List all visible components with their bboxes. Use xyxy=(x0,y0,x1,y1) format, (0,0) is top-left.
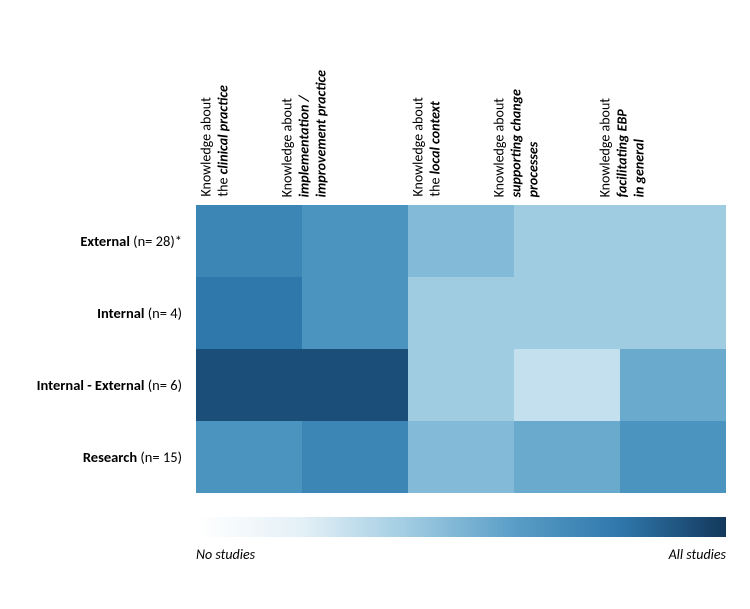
col-header-line: the clinical practice xyxy=(215,85,232,197)
legend-right-label: All studies xyxy=(669,546,726,563)
heatmap-cell xyxy=(408,349,514,421)
legend-gradient xyxy=(196,517,726,537)
col-header-line: processes xyxy=(525,89,542,197)
row-label-research: Research (n= 15) xyxy=(0,421,196,493)
heatmap-cell xyxy=(620,349,726,421)
heatmap-cell xyxy=(302,205,408,277)
heatmap-cell xyxy=(408,277,514,349)
heatmap-cell xyxy=(196,421,302,493)
heatmap-cell xyxy=(620,421,726,493)
heatmap-row xyxy=(196,421,726,493)
col-header-line: Knowledge about xyxy=(491,89,508,197)
col-header-line: Knowledge about xyxy=(597,98,614,197)
col-header-line: Knowledge about xyxy=(411,98,428,197)
heatmap-cell xyxy=(302,277,408,349)
row-label-external: External (n= 28)* xyxy=(0,205,196,277)
heatmap-cell xyxy=(620,277,726,349)
legend-labels: No studies All studies xyxy=(196,546,726,563)
col-header-line: supporting change xyxy=(508,89,525,197)
col-header-line: improvement practice xyxy=(313,70,330,197)
col-header-line: the local context xyxy=(427,98,444,197)
col-header-line: implementation / xyxy=(296,70,313,197)
heatmap-cell xyxy=(408,421,514,493)
heatmap-cell xyxy=(196,277,302,349)
col-header-facilitating-ebp: Knowledge about facilitating EBP in gene… xyxy=(620,0,726,205)
heatmap-cell xyxy=(196,205,302,277)
heatmap-cell xyxy=(514,421,620,493)
col-header-implementation: Knowledge about implementation / improve… xyxy=(302,0,408,205)
heatmap-cell xyxy=(408,205,514,277)
heatmap-grid xyxy=(196,205,726,493)
heatmap-cell xyxy=(302,421,408,493)
col-header-line: Knowledge about xyxy=(199,85,216,197)
heatmap-cell xyxy=(302,349,408,421)
col-header-line: Knowledge about xyxy=(279,70,296,197)
row-label-internal: Internal (n= 4) xyxy=(0,277,196,349)
heatmap-cell xyxy=(514,205,620,277)
heatmap-row xyxy=(196,205,726,277)
heatmap-cell xyxy=(620,205,726,277)
heatmap-row xyxy=(196,277,726,349)
heatmap-cell xyxy=(514,277,620,349)
col-header-line: facilitating EBP xyxy=(614,98,631,197)
legend-left-label: No studies xyxy=(196,546,255,563)
row-label-internal-external: Internal - External (n= 6) xyxy=(0,349,196,421)
heatmap-cell xyxy=(514,349,620,421)
col-header-line: in general xyxy=(631,98,648,197)
heatmap-cell xyxy=(196,349,302,421)
heatmap-row xyxy=(196,349,726,421)
column-headers: Knowledge about the clinical practice Kn… xyxy=(196,0,726,205)
heatmap-figure: Knowledge about the clinical practice Kn… xyxy=(0,0,750,609)
row-labels: External (n= 28)* Internal (n= 4) Intern… xyxy=(0,205,196,493)
